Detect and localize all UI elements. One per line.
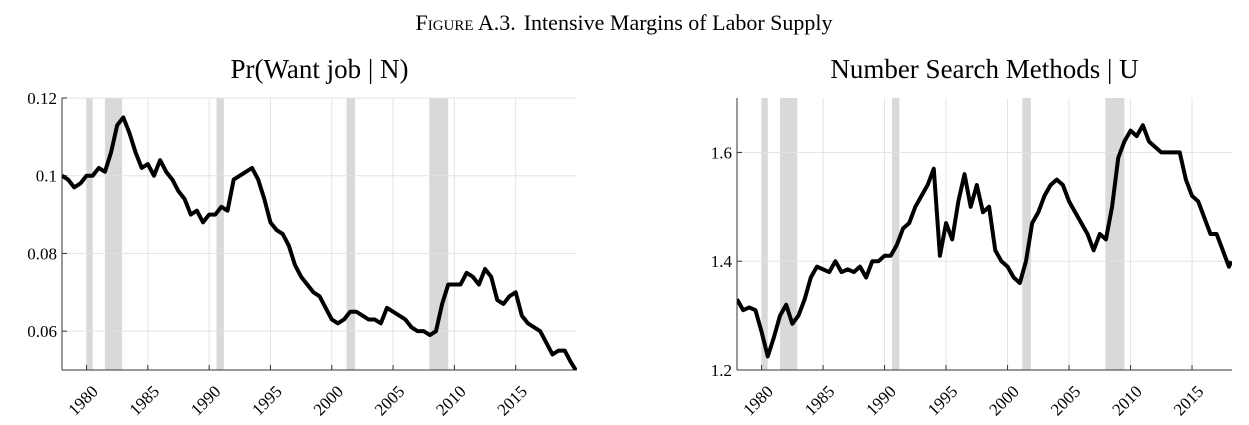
- y-tick-label: 0.12: [27, 89, 57, 108]
- recession-band: [104, 98, 123, 370]
- recession-band: [429, 98, 449, 370]
- data-line: [62, 115, 577, 370]
- recession-band: [1105, 98, 1125, 370]
- chart-title: Number Search Methods | U: [830, 54, 1138, 84]
- x-tick-label: 1980: [739, 382, 776, 419]
- figure-heading: Figure A.3. Intensive Margins of Labor Su…: [415, 10, 832, 35]
- y-tick-label: 0.06: [27, 322, 57, 341]
- y-tick-label: 0.08: [27, 244, 57, 263]
- data-line: [737, 123, 1232, 359]
- x-tick-label: 1995: [924, 382, 961, 419]
- y-tick-label: 1.2: [711, 361, 732, 380]
- x-tick-label: 2000: [310, 382, 347, 419]
- recession-band: [86, 98, 93, 370]
- recession-band: [891, 98, 900, 370]
- y-tick-label: 1.6: [711, 143, 732, 162]
- x-tick-label: 1985: [801, 382, 838, 419]
- x-tick-label: 1995: [248, 382, 285, 419]
- x-tick-label: 2015: [494, 382, 531, 419]
- x-tick-label: 1985: [126, 382, 163, 419]
- x-tick-label: 2015: [1170, 382, 1207, 419]
- x-tick-label: 2000: [985, 382, 1022, 419]
- x-tick-label: 1990: [862, 382, 899, 419]
- recession-band: [1022, 98, 1031, 370]
- chart-title: Pr(Want job | N): [231, 54, 409, 84]
- recession-band: [761, 98, 768, 370]
- x-tick-label: 2010: [432, 382, 469, 419]
- recession-band: [780, 98, 798, 370]
- x-tick-label: 1990: [187, 382, 224, 419]
- y-tick-label: 1.4: [711, 252, 733, 271]
- figure-title: Intensive Margins of Labor Supply: [524, 10, 833, 35]
- y-tick-label: 0.1: [36, 167, 57, 186]
- figure-label: Figure A.3.: [415, 10, 515, 35]
- x-tick-label: 2010: [1108, 382, 1145, 419]
- recession-band: [346, 98, 356, 370]
- x-tick-label: 2005: [1047, 382, 1084, 419]
- x-tick-label: 1980: [64, 382, 101, 419]
- recession-band: [216, 98, 224, 370]
- x-tick-label: 2005: [371, 382, 408, 419]
